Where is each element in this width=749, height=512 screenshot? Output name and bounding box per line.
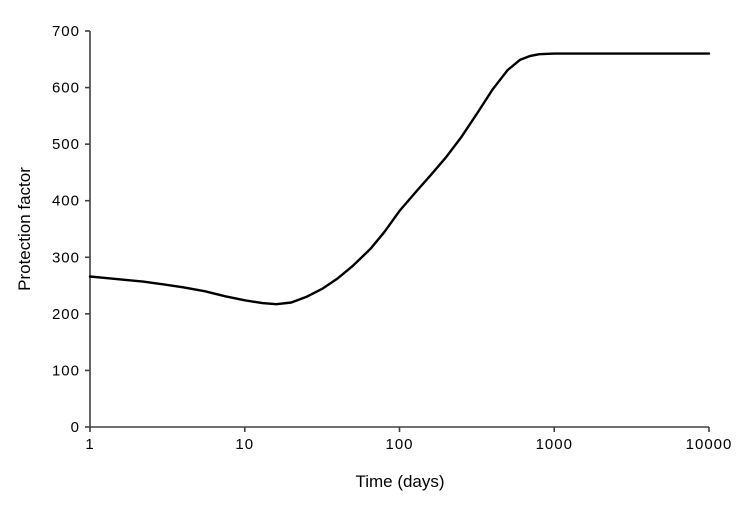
y-tick-label: 0 <box>71 419 80 436</box>
y-tick-label: 300 <box>52 249 80 266</box>
y-tick-label: 700 <box>52 23 80 40</box>
series-line <box>88 52 711 306</box>
x-axis-title: Time (days) <box>355 472 445 491</box>
x-tick-label: 1000 <box>536 436 573 453</box>
y-tick-label: 400 <box>52 193 80 210</box>
y-tick-label: 100 <box>52 362 80 379</box>
x-tick-label: 10000 <box>686 436 733 453</box>
x-tick-label: 100 <box>385 436 413 453</box>
x-tick-label: 1 <box>85 436 94 453</box>
y-tick-label: 600 <box>52 80 80 97</box>
y-tick-label: 500 <box>52 136 80 153</box>
y-axis-title: Protection factor <box>15 167 34 291</box>
x-tick-label: 10 <box>235 436 254 453</box>
y-tick-label: 200 <box>52 306 80 323</box>
